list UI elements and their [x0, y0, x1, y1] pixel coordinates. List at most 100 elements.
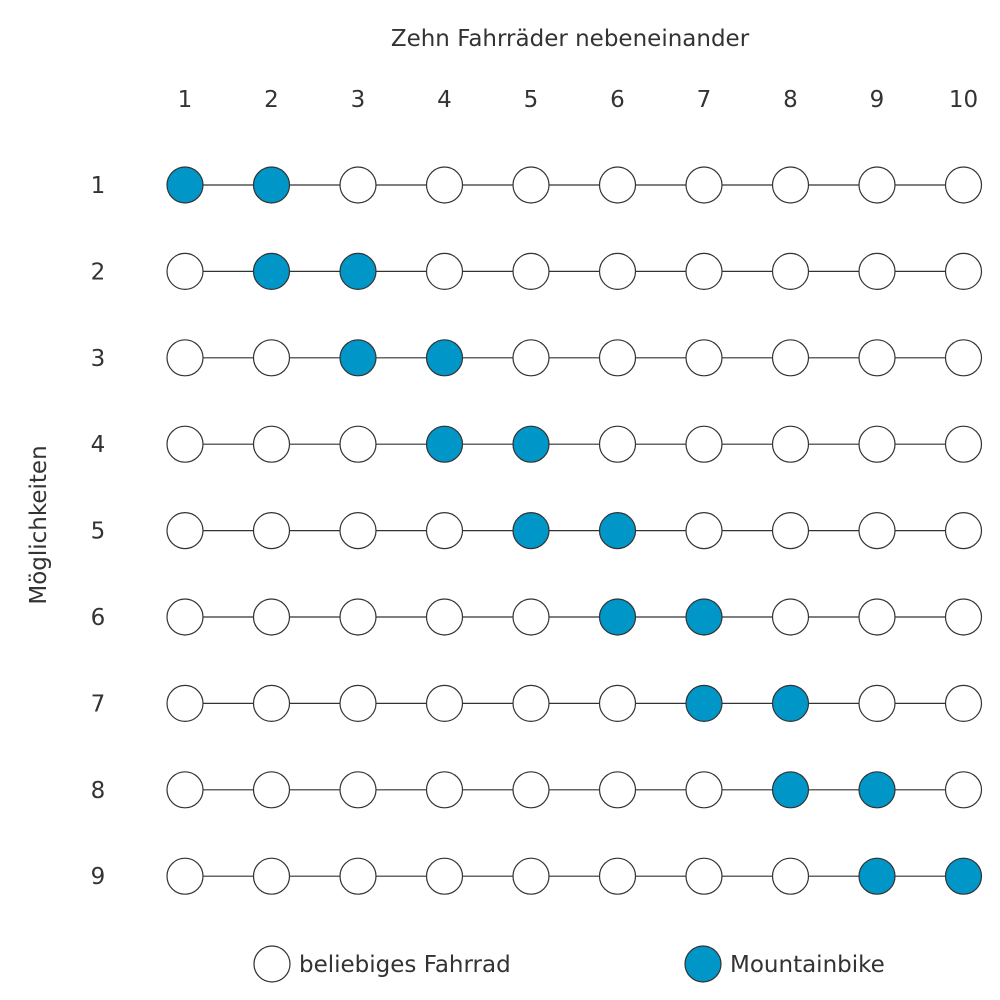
mountainbike-circle — [425, 339, 464, 377]
mountainbike-circle — [944, 857, 983, 895]
any-bike-circle — [944, 339, 983, 377]
any-bike-circle — [512, 166, 550, 204]
bike-row — [166, 684, 983, 723]
row-label: 4 — [91, 432, 106, 458]
any-bike-circle — [944, 252, 983, 290]
any-bike-circle — [512, 771, 550, 809]
mountainbike-circle — [771, 771, 810, 809]
any-bike-circle — [944, 598, 983, 636]
bike-row — [166, 252, 983, 290]
any-bike-circle — [598, 425, 637, 463]
column-labels: 1 2 3 4 5 6 7 8 9 10 — [178, 87, 978, 113]
mountainbike-circle — [166, 166, 204, 204]
mountainbike-circle — [252, 166, 291, 204]
mountainbike-circle — [858, 857, 896, 895]
any-bike-circle — [252, 598, 291, 636]
column-label: 7 — [697, 87, 712, 113]
mountainbike-circle — [598, 511, 637, 550]
any-bike-circle — [252, 857, 291, 895]
any-bike-circle — [944, 425, 983, 463]
any-bike-circle — [944, 771, 983, 809]
any-bike-circle — [858, 339, 896, 377]
any-bike-circle — [685, 511, 723, 550]
any-bike-circle — [858, 598, 896, 636]
any-bike-circle — [425, 771, 464, 809]
any-bike-circle — [685, 771, 723, 809]
any-bike-circle — [512, 252, 550, 290]
column-label: 8 — [783, 87, 798, 113]
any-bike-circle — [166, 771, 204, 809]
any-bike-circle — [425, 684, 464, 723]
legend-any-bike-label: beliebiges Fahrrad — [299, 952, 511, 978]
row-label: 6 — [91, 605, 106, 631]
any-bike-circle — [512, 857, 550, 895]
any-bike-circle — [166, 339, 204, 377]
mountainbike-circle — [252, 252, 291, 290]
any-bike-circle — [166, 684, 204, 723]
mountainbike-circle — [512, 425, 550, 463]
any-bike-circle — [771, 425, 810, 463]
any-bike-circle — [339, 166, 377, 204]
legend-any-bike-swatch — [253, 945, 291, 983]
any-bike-circle — [858, 684, 896, 723]
any-bike-circle — [339, 425, 377, 463]
any-bike-circle — [771, 857, 810, 895]
any-bike-circle — [166, 425, 204, 463]
any-bike-circle — [598, 166, 637, 204]
any-bike-circle — [512, 339, 550, 377]
any-bike-circle — [339, 857, 377, 895]
any-bike-circle — [512, 598, 550, 636]
row-label: 2 — [91, 259, 106, 285]
any-bike-circle — [685, 425, 723, 463]
any-bike-circle — [598, 771, 637, 809]
column-label: 3 — [351, 87, 366, 113]
any-bike-circle — [858, 252, 896, 290]
bike-row — [166, 425, 983, 463]
mountainbike-circle — [598, 598, 637, 636]
any-bike-circle — [858, 425, 896, 463]
any-bike-circle — [252, 511, 291, 550]
any-bike-circle — [252, 339, 291, 377]
any-bike-circle — [771, 511, 810, 550]
column-label: 6 — [610, 87, 625, 113]
any-bike-circle — [598, 857, 637, 895]
bike-row — [166, 598, 983, 636]
row-labels: 1 2 3 4 5 6 7 8 9 — [91, 173, 106, 890]
y-axis-label: Möglichkeiten — [26, 445, 52, 604]
mountainbike-circle — [339, 252, 377, 290]
mountainbike-circle — [339, 339, 377, 377]
any-bike-circle — [252, 771, 291, 809]
any-bike-circle — [339, 598, 377, 636]
mountainbike-circle — [425, 425, 464, 463]
any-bike-circle — [425, 252, 464, 290]
any-bike-circle — [252, 684, 291, 723]
any-bike-circle — [166, 252, 204, 290]
any-bike-circle — [685, 252, 723, 290]
any-bike-circle — [425, 166, 464, 204]
any-bike-circle — [512, 684, 550, 723]
any-bike-circle — [685, 339, 723, 377]
bike-row — [166, 857, 983, 895]
legend: beliebiges Fahrrad Mountainbike — [253, 945, 885, 983]
mountainbike-circle — [512, 511, 550, 550]
column-label: 10 — [949, 87, 978, 113]
bike-row — [166, 771, 983, 809]
any-bike-circle — [598, 339, 637, 377]
any-bike-circle — [339, 511, 377, 550]
any-bike-circle — [771, 252, 810, 290]
row-label: 1 — [91, 173, 106, 199]
bike-rows — [166, 166, 983, 895]
column-label: 9 — [870, 87, 885, 113]
any-bike-circle — [166, 857, 204, 895]
diagram-title: Zehn Fahrräder nebeneinander — [391, 26, 750, 52]
column-label: 5 — [524, 87, 539, 113]
any-bike-circle — [339, 771, 377, 809]
column-label: 4 — [437, 87, 452, 113]
mountainbike-circle — [858, 771, 896, 809]
any-bike-circle — [858, 166, 896, 204]
any-bike-circle — [598, 684, 637, 723]
any-bike-circle — [858, 511, 896, 550]
row-label: 7 — [91, 691, 106, 717]
any-bike-circle — [166, 598, 204, 636]
